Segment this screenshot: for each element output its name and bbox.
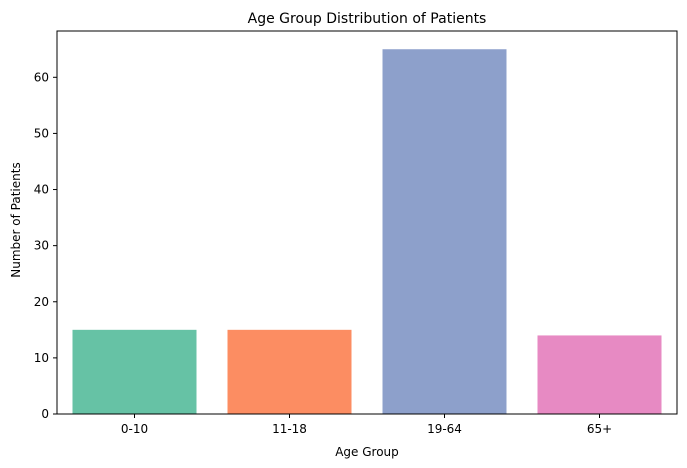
x-axis-ticks: 0-10 11-18 19-64 65+	[121, 414, 612, 436]
x-tick-label: 11-18	[272, 422, 307, 436]
bar-11-18	[227, 329, 352, 414]
x-tick-label: 19-64	[427, 422, 462, 436]
y-tick-label: 20	[34, 295, 49, 309]
plot-frame	[56, 30, 678, 415]
chart-title: Age Group Distribution of Patients	[248, 11, 487, 27]
y-axis-ticks: 0 10 20 30 40 50 60	[34, 70, 57, 421]
x-tick-label: 0-10	[121, 422, 148, 436]
x-axis-label: Age Group	[335, 445, 399, 459]
y-tick-label: 0	[41, 407, 49, 421]
bars	[72, 49, 662, 414]
y-tick-label: 50	[34, 126, 49, 140]
x-tick-label: 65+	[587, 422, 612, 436]
y-tick-label: 30	[34, 239, 49, 253]
bar-19-64	[382, 49, 507, 414]
y-tick-label: 60	[34, 70, 49, 84]
y-axis-label: Number of Patients	[9, 162, 23, 277]
bar-65+	[537, 335, 662, 414]
bar-0-10	[72, 329, 197, 414]
y-tick-label: 40	[34, 183, 49, 197]
y-tick-label: 10	[34, 351, 49, 365]
